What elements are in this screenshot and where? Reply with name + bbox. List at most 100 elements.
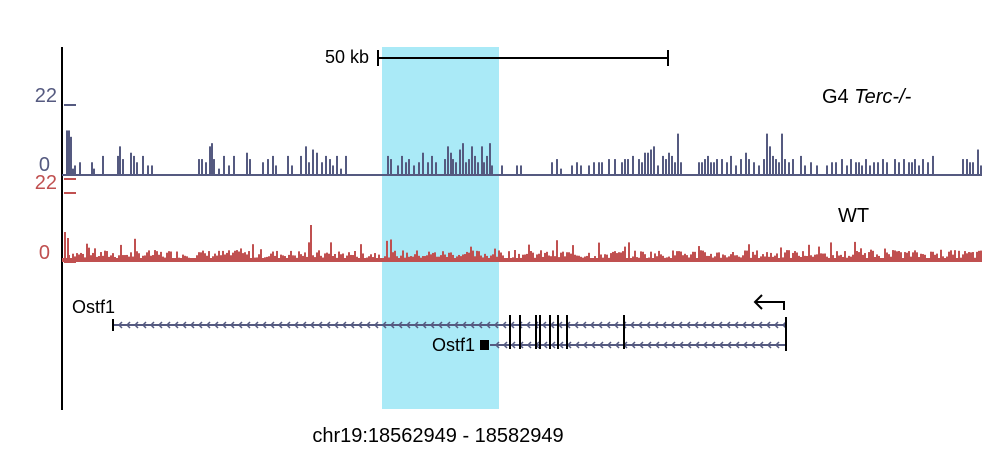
signal-bar — [267, 159, 269, 175]
signal-bar — [696, 258, 698, 262]
signal-bar — [969, 162, 971, 175]
signal-bar — [745, 152, 747, 175]
strand-chevron — [542, 341, 548, 349]
signal-bar — [584, 256, 586, 262]
signal-bar — [842, 256, 844, 262]
signal-bar — [86, 243, 88, 262]
strand-chevron — [397, 321, 403, 329]
signal-bar — [877, 162, 879, 175]
signal-bar — [866, 258, 868, 262]
signal-bar — [588, 252, 590, 262]
signal-bar — [442, 251, 444, 262]
signal-bar — [452, 159, 454, 175]
signal-bar — [574, 254, 576, 262]
signal-bar — [216, 255, 218, 262]
signal-bar — [657, 165, 659, 175]
strand-direction-arrow-icon — [753, 294, 785, 310]
signal-bar — [627, 159, 629, 175]
exon-marks — [509, 315, 787, 351]
strand-chevron — [413, 321, 419, 329]
strand-chevron — [213, 321, 219, 329]
signal-bar — [481, 146, 483, 175]
signal-bar — [980, 165, 982, 175]
signal-bar — [266, 256, 268, 262]
signal-bar — [512, 257, 514, 262]
signal-bar — [668, 152, 670, 175]
signal-bar — [926, 258, 928, 262]
signal-bar — [654, 253, 656, 262]
signal-bar — [624, 246, 626, 262]
signal-bar — [478, 251, 480, 262]
signal-bar — [846, 165, 848, 175]
signal-bar — [598, 242, 600, 262]
signal-bar — [582, 257, 584, 262]
strand-chevron — [702, 341, 708, 349]
signal-bar — [491, 165, 493, 175]
signal-bar — [252, 244, 254, 262]
signal-bar — [420, 257, 422, 262]
signal-bar — [720, 257, 722, 262]
strand-chevron — [653, 321, 659, 329]
signal-bar — [724, 255, 726, 262]
signal-bar — [672, 250, 674, 262]
signal-bar — [154, 250, 156, 262]
strand-chevron — [749, 321, 755, 329]
signal-bar — [550, 256, 552, 262]
signal-bar — [272, 251, 274, 262]
signal-bar — [700, 250, 702, 262]
signal-bar — [810, 255, 812, 262]
signal-bar — [678, 251, 680, 262]
signal-bar — [66, 130, 68, 175]
signal-bar — [896, 251, 898, 262]
signal-bar — [196, 255, 198, 262]
signal-bar — [368, 256, 370, 262]
strand-chevron — [630, 341, 636, 349]
signal-bar — [768, 256, 770, 262]
signal-bar — [886, 252, 888, 262]
strand-chevron — [293, 321, 299, 329]
strand-chevron — [558, 341, 564, 349]
signal-bar — [634, 250, 636, 262]
signal-bar — [305, 146, 307, 175]
signal-bar — [340, 168, 342, 175]
signal-bar — [707, 155, 709, 175]
signal-bar — [864, 253, 866, 262]
signal-bar — [168, 251, 170, 262]
signal-bar — [218, 168, 220, 175]
signal-bar — [430, 254, 432, 262]
signal-bar — [412, 256, 414, 262]
signal-bar — [956, 258, 958, 262]
strand-chevron — [237, 321, 243, 329]
signal-bar — [350, 254, 352, 262]
signal-bar — [804, 255, 806, 262]
signal-bar — [546, 251, 548, 262]
strand-chevron — [766, 341, 772, 349]
signal-bar — [100, 252, 102, 262]
strand-chevron — [758, 341, 764, 349]
signal-bar — [300, 155, 302, 175]
signal-bar — [608, 257, 610, 262]
signal-bar — [508, 251, 510, 262]
signal-bar — [364, 258, 366, 262]
signal-bar — [298, 251, 300, 262]
signal-bar — [748, 159, 750, 175]
signal-bar — [422, 152, 424, 175]
signal-bar — [756, 250, 758, 262]
signal-bar — [82, 253, 84, 262]
signal-bar — [384, 256, 386, 262]
signal-bar — [952, 254, 954, 262]
signal-bar — [292, 255, 294, 262]
signal-bar — [274, 255, 276, 262]
signal-bar — [366, 257, 368, 262]
signal-bar — [716, 252, 718, 262]
signal-bar — [740, 257, 742, 262]
signal-bar — [476, 250, 478, 262]
signal-bar — [233, 155, 235, 175]
signal-bar — [236, 250, 238, 262]
strand-chevron — [605, 321, 611, 329]
strand-chevron — [582, 341, 588, 349]
signal-bar — [294, 255, 296, 262]
strand-chevron — [421, 321, 427, 329]
signal-bar — [686, 255, 688, 262]
signal-bar — [718, 252, 720, 262]
